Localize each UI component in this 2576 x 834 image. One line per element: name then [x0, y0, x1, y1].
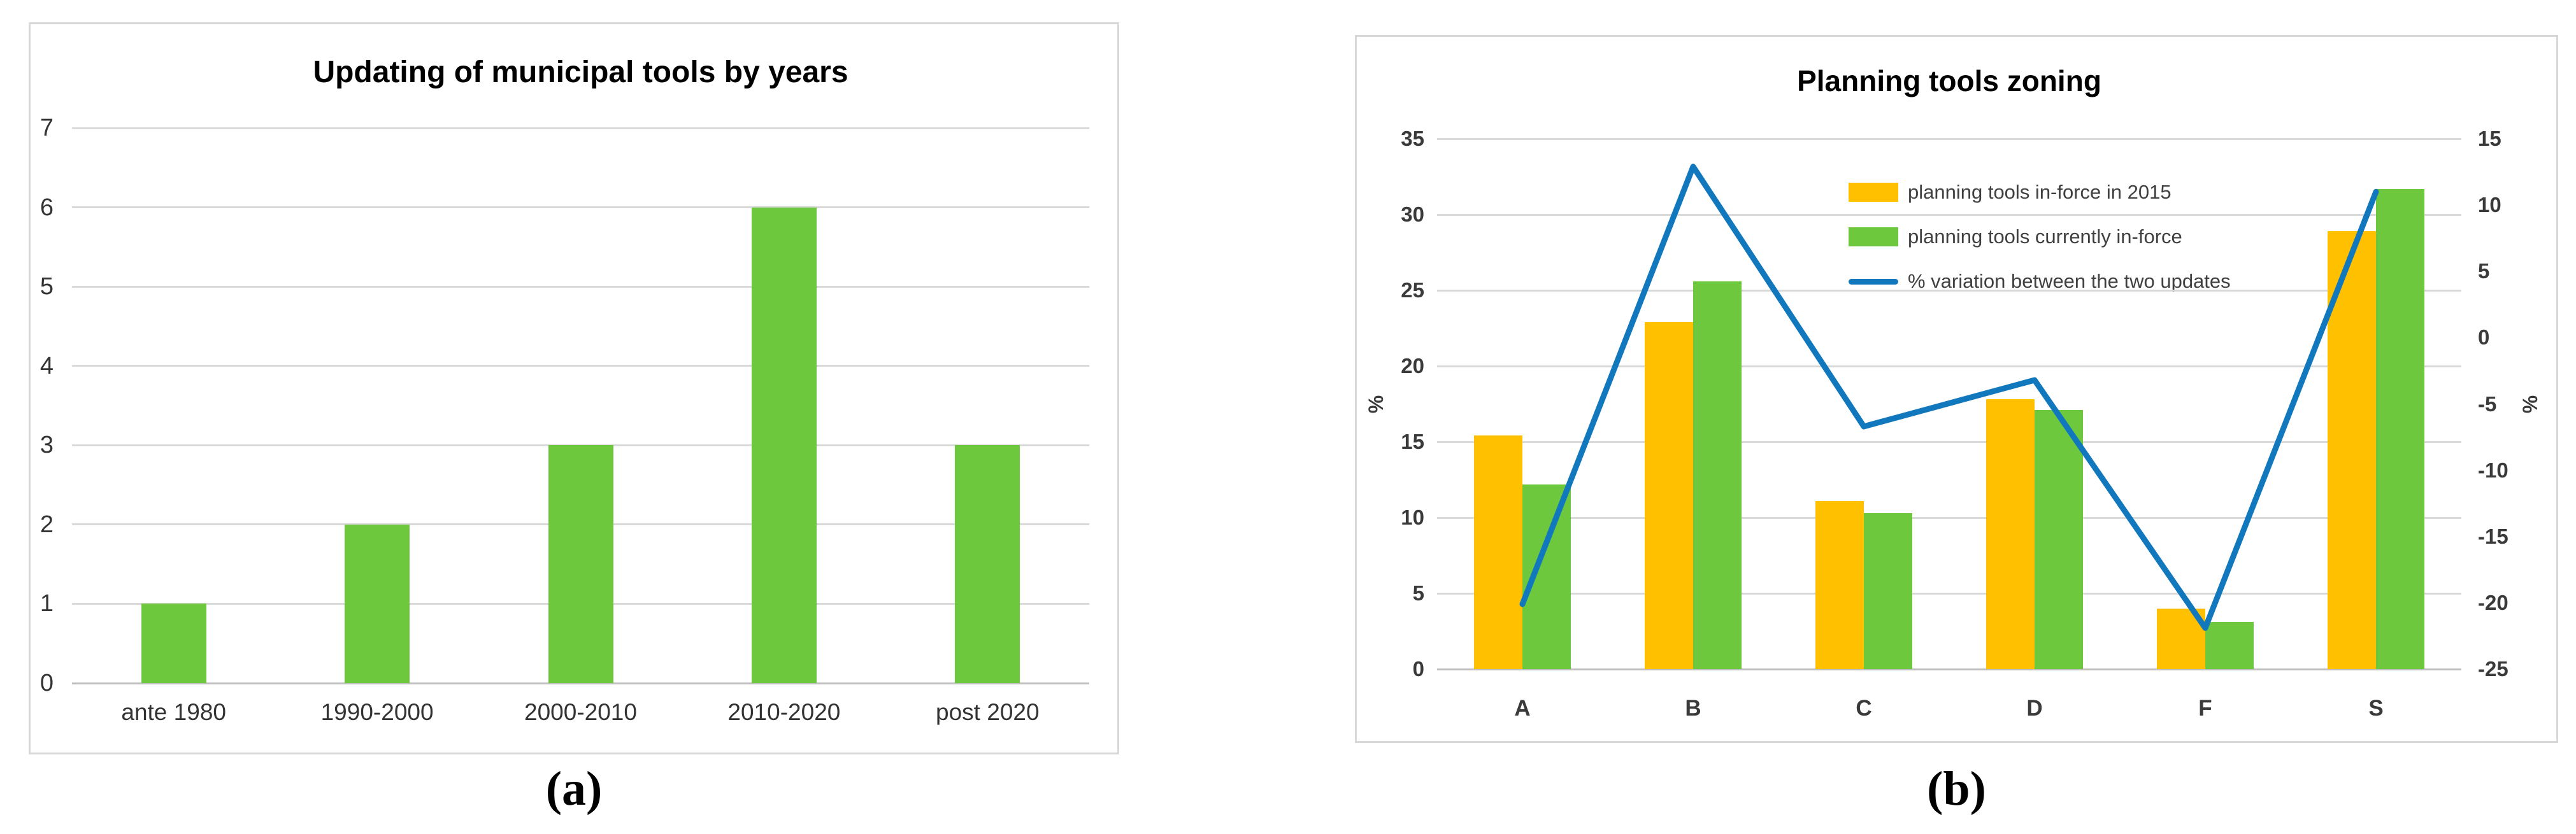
chart-b-panel: Planning tools zoning % % planning tools…: [1355, 35, 2558, 743]
caption-a: (a): [545, 762, 603, 816]
x-axis-category-label: 2010-2020: [727, 699, 841, 725]
x-axis-category-label: S: [2368, 696, 2384, 721]
left-y-axis-tick-label: 0: [1412, 657, 1424, 681]
legend-bar-swatch: [1849, 227, 1898, 246]
right-y-axis-tick-label: -10: [2478, 458, 2508, 482]
legend-label: planning tools in-force in 2015: [1908, 181, 2172, 203]
y-axis-tick-label: 3: [39, 432, 54, 459]
right-y-axis-tick-label: -25: [2478, 657, 2508, 681]
gridline: [1437, 516, 2461, 519]
gridline: [1437, 213, 2461, 216]
chart-a-panel: Updating of municipal tools by years 0 1 2…: [29, 22, 1119, 754]
left-y-axis-tick-label: 15: [1401, 430, 1424, 453]
bar-B-series-2: [1693, 281, 1742, 669]
bar-F-series-2: [2205, 622, 2254, 669]
legend-item: planning tools in-force in 2015: [1849, 178, 2172, 206]
gridline: [1437, 138, 2461, 140]
gridline: [1437, 441, 2461, 443]
x-axis-category-label: 1990-2000: [320, 699, 434, 725]
right-y-axis-tick-label: 0: [2478, 325, 2490, 350]
legend-label: % variation between the two updates: [1908, 270, 2231, 292]
x-axis-line: [1437, 668, 2461, 670]
bar-A-series-1: [1474, 435, 1522, 669]
y-axis-tick-label: 0: [39, 670, 54, 696]
gridline: [72, 206, 1089, 209]
legend-label: planning tools currently in-force: [1908, 225, 2182, 248]
x-axis-line: [72, 682, 1089, 684]
left-y-axis-tick-label: 20: [1401, 354, 1424, 378]
x-axis-category-label: 2000-2010: [524, 699, 637, 725]
caption-b: (b): [1927, 762, 1986, 816]
bar-C-series-1: [1815, 500, 1864, 669]
variation-line-layer: [1519, 164, 2379, 631]
right-y-axis-tick-label: 10: [2478, 193, 2501, 217]
x-axis-category-label: F: [2198, 696, 2212, 721]
gridline: [1437, 592, 2461, 595]
right-y-axis-tick-label: 15: [2478, 127, 2501, 150]
x-axis-category-label: D: [2026, 696, 2043, 721]
bar-D-series-1: [1986, 399, 2035, 669]
legend-item: % variation between the two updates: [1849, 267, 2231, 295]
gridline: [72, 285, 1089, 288]
legend-line-swatch: [1849, 278, 1898, 285]
legend-bar-swatch: [1849, 183, 1898, 202]
y-axis-tick-label: 6: [39, 194, 54, 221]
chart-a-title: Updating of municipal tools by years: [313, 55, 848, 89]
x-axis-category-label: post 2020: [936, 699, 1040, 725]
x-axis-category-label: B: [1685, 696, 1701, 721]
y-axis-tick-label: 2: [39, 511, 54, 538]
gridline: [72, 127, 1089, 129]
bar-1990-2000: [345, 524, 410, 683]
x-axis-category-label: A: [1514, 696, 1531, 721]
right-y-axis-tick-label: -5: [2478, 392, 2497, 416]
bar-ante-1980: [141, 604, 206, 683]
variation-line: [1519, 164, 2379, 631]
left-y-axis-tick-label: 35: [1401, 127, 1424, 150]
right-y-axis-tick-label: 5: [2478, 259, 2490, 283]
bar-S-series-1: [2328, 231, 2376, 669]
y-axis-tick-label: 1: [39, 590, 54, 618]
bar-post-2020: [955, 445, 1020, 683]
y-axis-tick-label: 5: [39, 273, 54, 300]
left-y-axis-tick-label: 30: [1401, 202, 1424, 226]
chart-b-left-axis-unit-label: %: [1364, 395, 1387, 414]
legend-item: planning tools currently in-force: [1849, 223, 2182, 251]
gridline: [1437, 289, 2461, 292]
left-y-axis-tick-label: 10: [1401, 505, 1424, 529]
bar-2000-2010: [548, 445, 613, 683]
gridline: [1437, 365, 2461, 367]
gridline: [72, 365, 1089, 367]
bar-2010-2020: [751, 207, 817, 683]
x-axis-category-label: C: [1856, 696, 1872, 721]
left-y-axis-tick-label: 5: [1412, 581, 1424, 605]
right-y-axis-tick-label: -15: [2478, 524, 2508, 548]
bar-S-series-2: [2376, 188, 2424, 669]
right-y-axis-tick-label: -20: [2478, 590, 2508, 614]
chart-b-title: Planning tools zoning: [1797, 64, 2101, 97]
x-axis-category-label: ante 1980: [121, 699, 226, 725]
bar-D-series-2: [2035, 410, 2083, 669]
left-y-axis-tick-label: 25: [1401, 278, 1424, 302]
bar-C-series-2: [1864, 512, 1912, 669]
bar-B-series-1: [1645, 322, 1693, 669]
y-axis-tick-label: 7: [39, 115, 54, 141]
y-axis-tick-label: 4: [39, 352, 54, 379]
